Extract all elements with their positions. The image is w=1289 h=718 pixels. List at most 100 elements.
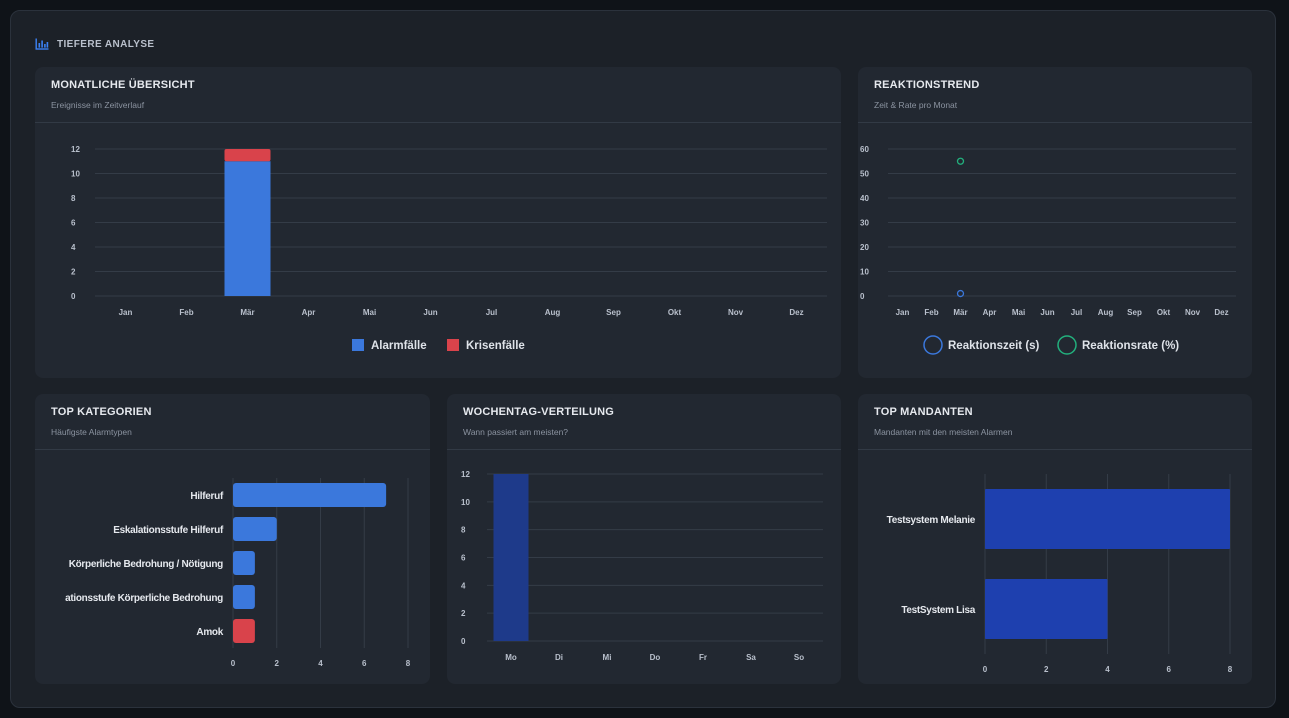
x-tick-label: Jun [1040, 308, 1054, 317]
reaction-trend-card: REAKTIONSTREND Zeit & Rate pro Monat 0 10… [858, 67, 1252, 378]
y-tick-label: 0 [860, 292, 865, 301]
x-tick-label: Mo [505, 653, 517, 662]
card-divider [858, 449, 1252, 450]
x-tick-label: So [794, 653, 804, 662]
y-tick-label: ationsstufe Körperliche Bedrohung [65, 593, 223, 604]
monthly-chart: 0 2 4 6 8 10 12 Jan Feb Mär Apr Mai Jun Jul Aug Sep Okt N… [71, 145, 827, 352]
x-tick-label: Mi [603, 653, 612, 662]
bar [233, 517, 277, 541]
card-title: WOCHENTAG-VERTEILUNG [463, 406, 615, 418]
x-tick-label: Nov [1185, 308, 1201, 317]
y-tick-label: 4 [71, 243, 76, 252]
y-tick-label: 12 [71, 145, 80, 154]
x-tick-label: Apr [983, 308, 997, 317]
y-tick-label: 4 [461, 581, 466, 590]
monthly-overview-card: MONATLICHE ÜBERSICHT Ereignisse im Zeitv… [35, 67, 841, 378]
bar [233, 483, 387, 507]
x-tick-label: Mär [240, 308, 254, 317]
weekday-chart: 0 2 4 6 8 10 12 Mo Di Mi Do Fr Sa So [461, 470, 823, 662]
x-tick-label: Do [650, 653, 661, 662]
x-tick-label: Aug [545, 308, 561, 317]
y-tick-label: 8 [461, 526, 466, 535]
x-tick-label: Okt [668, 308, 682, 317]
top-categories-card: TOP KATEGORIEN Häufigste Alarmtypen 0 2 4 6… [35, 394, 430, 684]
y-tick-label: 50 [860, 170, 869, 179]
x-tick-label: Dez [789, 308, 803, 317]
y-tick-label: 6 [461, 554, 466, 563]
x-tick-label: 4 [318, 659, 323, 668]
y-tick-label: 8 [71, 194, 76, 203]
x-tick-label: Di [555, 653, 563, 662]
bar-crisis [224, 149, 271, 162]
section-title: TIEFERE ANALYSE [57, 38, 155, 50]
legend-swatch [352, 339, 364, 351]
x-tick-label: Feb [924, 308, 938, 317]
top-clients-card: TOP MANDANTEN Mandanten mit den meisten … [858, 394, 1252, 684]
legend-marker [923, 335, 943, 355]
y-tick-label: 6 [71, 219, 76, 228]
x-tick-label: Jun [423, 308, 437, 317]
y-tick-label: 40 [860, 194, 869, 203]
bar [233, 585, 255, 609]
y-tick-label: 0 [71, 292, 76, 301]
bar [233, 619, 255, 643]
y-tick-label: 10 [860, 268, 869, 277]
card-divider [447, 449, 841, 450]
trend-chart: 0 10 20 30 40 50 60 Jan Feb Mär Apr Mai Jun Jul Aug Sep… [860, 145, 1236, 355]
card-subtitle: Häufigste Alarmtypen [51, 427, 132, 437]
x-tick-label: Sep [606, 308, 621, 317]
bar-chart-icon [35, 38, 49, 50]
y-tick-label: 60 [860, 145, 869, 154]
x-tick-label: Fr [699, 653, 707, 662]
x-tick-label: 8 [1228, 665, 1233, 674]
card-title: TOP MANDANTEN [874, 406, 973, 418]
data-point-time [956, 289, 965, 298]
x-tick-label: Sa [746, 653, 756, 662]
y-tick-label: TestSystem Lisa [901, 605, 975, 616]
analysis-panel: TIEFERE ANALYSE MONATLICHE ÜBERSICHT Ere… [10, 10, 1276, 708]
x-tick-label: Jan [119, 308, 133, 317]
y-tick-label: 10 [461, 498, 470, 507]
legend-label: Krisenfälle [466, 340, 525, 352]
x-tick-label: Jan [896, 308, 910, 317]
card-title: REAKTIONSTREND [874, 79, 980, 91]
section-header: TIEFERE ANALYSE [35, 37, 155, 51]
y-tick-label: Eskalationsstufe Hilferuf [113, 525, 224, 536]
x-tick-label: 2 [275, 659, 280, 668]
bar-weekday [493, 474, 529, 641]
card-subtitle: Wann passiert am meisten? [463, 427, 569, 437]
y-tick-label: 12 [461, 470, 470, 479]
y-tick-label: 30 [860, 219, 869, 228]
y-tick-label: 2 [71, 268, 76, 277]
bar [985, 489, 1230, 549]
categories-chart: 0 2 4 6 8 Hilferuf Eskalationsstufe Hilferuf Kö… [65, 478, 411, 668]
weekday-distribution-card: WOCHENTAG-VERTEILUNG Wann passiert am me… [447, 394, 841, 684]
x-tick-label: Nov [728, 308, 744, 317]
y-tick-label: Testsystem Melanie [887, 515, 976, 526]
legend-label: Alarmfälle [371, 340, 427, 352]
clients-chart: 0 2 4 6 8 Testsystem Melanie TestSystem Lisa [887, 474, 1233, 674]
x-tick-label: Okt [1157, 308, 1171, 317]
card-divider [858, 122, 1252, 123]
legend-label: Reaktionszeit (s) [948, 340, 1040, 352]
x-tick-label: 6 [1167, 665, 1172, 674]
x-tick-label: 0 [983, 665, 988, 674]
x-tick-label: 6 [362, 659, 367, 668]
card-subtitle: Ereignisse im Zeitverlauf [51, 100, 145, 110]
x-tick-label: Aug [1098, 308, 1114, 317]
data-point-rate [956, 157, 965, 165]
legend-label: Reaktionsrate (%) [1082, 340, 1179, 352]
y-tick-label: Hilferuf [190, 491, 224, 502]
card-divider [35, 449, 430, 450]
x-tick-label: 0 [231, 659, 236, 668]
x-tick-label: 2 [1044, 665, 1049, 674]
card-title: MONATLICHE ÜBERSICHT [51, 79, 195, 91]
y-tick-label: Amok [196, 627, 223, 638]
y-tick-label: 2 [461, 609, 466, 618]
x-tick-label: Jul [1071, 308, 1083, 317]
y-tick-label: 10 [71, 170, 80, 179]
x-tick-label: Sep [1127, 308, 1142, 317]
legend-swatch [447, 339, 459, 351]
bar [985, 579, 1108, 639]
card-subtitle: Zeit & Rate pro Monat [874, 100, 958, 110]
